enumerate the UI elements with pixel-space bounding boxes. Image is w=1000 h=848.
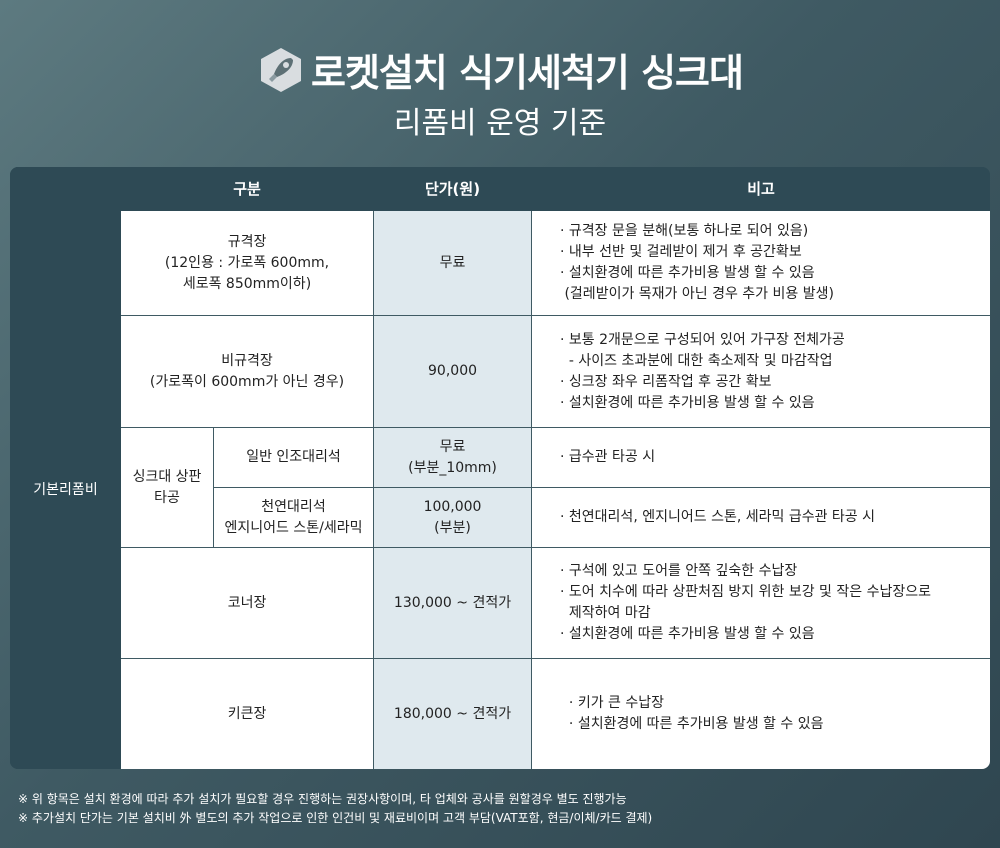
category-cell: 기본리폼비 xyxy=(10,210,121,769)
price-cell: 90,000 xyxy=(373,315,533,428)
table-row: 비규격장 (가로폭이 600mm가 아닌 경우) 90,000 · 보통 2개문… xyxy=(11,315,990,428)
table-row: 싱크대 상판 타공 일반 인조대리석 무료 (부분_10mm) · 급수관 타공… xyxy=(11,427,990,548)
note-line: · 천연대리석, 엔지니어드 스톤, 세라믹 급수관 타공 시 xyxy=(560,509,875,525)
item-cell: 비규격장 (가로폭이 600mm가 아닌 경우) xyxy=(119,315,375,428)
note-line: · 규격장 문을 분해(보통 하나로 되어 있음) xyxy=(560,223,809,239)
note-line: · 설치환경에 따른 추가비용 발생 할 수 있음 xyxy=(560,265,815,281)
page-title: 로켓설치 식기세척기 싱크대 xyxy=(0,42,1000,97)
item-cell: 천연대리석 엔지니어드 스톤/세라믹 xyxy=(212,487,375,548)
pricing-table: 구분 단가(원) 비고 기본리폼비 규격장 (12인용 : 가로폭 600mm,… xyxy=(10,167,990,769)
price-cell: 180,000 ~ 견적가 xyxy=(373,658,533,769)
table-row: 키큰장 180,000 ~ 견적가 · 키가 큰 수납장 · 설치환경에 따른 … xyxy=(11,658,990,769)
notes-cell: · 키가 큰 수납장 · 설치환경에 따른 추가비용 발생 할 수 있음 xyxy=(531,658,990,769)
column-header: 구분 xyxy=(119,167,375,211)
note-line: · 급수관 타공 시 xyxy=(560,449,656,465)
price-cell: 무료 xyxy=(373,210,533,316)
group-cell: 싱크대 상판 타공 xyxy=(120,427,214,548)
item-cell: 키큰장 xyxy=(119,658,375,769)
footnote: ※ 추가설치 단가는 기본 설치비 外 별도의 추가 작업으로 인한 인건비 및… xyxy=(18,811,653,825)
note-line: · 내부 선반 및 걸레받이 제거 후 공간확보 xyxy=(560,244,802,260)
column-header: 비고 xyxy=(531,167,990,211)
note-line: (걸레받이가 목재가 아닌 경우 추가 비용 발생) xyxy=(560,286,834,302)
price-cell: 100,000 (부분) xyxy=(373,487,533,548)
table-row: 천연대리석 엔지니어드 스톤/세라믹 100,000 (부분) · 천연대리석,… xyxy=(11,487,990,548)
item-cell: 규격장 (12인용 : 가로폭 600mm, 세로폭 850mm이하) xyxy=(119,210,375,316)
price-cell: 130,000 ~ 견적가 xyxy=(373,547,533,659)
note-line: · 설치환경에 따른 추가비용 발생 할 수 있음 xyxy=(560,716,824,732)
note-line: · 싱크장 좌우 리폼작업 후 공간 확보 xyxy=(560,373,772,390)
column-header: 단가(원) xyxy=(373,167,533,211)
notes-cell: · 보통 2개문으로 구성되어 있어 가구장 전체가공 - 사이즈 초과분에 대… xyxy=(531,315,990,428)
item-cell: 일반 인조대리석 xyxy=(212,427,375,488)
note-line: - 사이즈 초과분에 대한 축소제작 및 마감작업 xyxy=(560,352,833,369)
footnotes: ※ 위 항목은 설치 환경에 따라 추가 설치가 필요할 경우 진행하는 권장사… xyxy=(18,790,652,828)
note-line: · 도어 치수에 따라 상판처짐 방지 위한 보강 및 작은 수납장으로 xyxy=(560,584,931,600)
footnote: ※ 위 항목은 설치 환경에 따라 추가 설치가 필요할 경우 진행하는 권장사… xyxy=(18,792,627,806)
price-cell: 무료 (부분_10mm) xyxy=(373,427,533,488)
page-subtitle: 리폼비 운영 기준 xyxy=(393,106,607,141)
note-line: · 설치환경에 따른 추가비용 발생 할 수 있음 xyxy=(560,626,815,642)
rocket-icon xyxy=(261,48,301,92)
note-line: · 보통 2개문으로 구성되어 있어 가구장 전체가공 xyxy=(560,331,845,348)
notes-cell: · 규격장 문을 분해(보통 하나로 되어 있음) · 내부 선반 및 걸레받이 … xyxy=(531,210,990,316)
note-line: 제작하여 마감 xyxy=(560,605,651,621)
notes-cell: · 급수관 타공 시 xyxy=(531,427,990,488)
note-line: · 키가 큰 수납장 xyxy=(560,695,664,711)
note-line: · 구석에 있고 도어를 안쪽 깊숙한 수납장 xyxy=(560,563,798,579)
table-row: 기본리폼비 규격장 (12인용 : 가로폭 600mm, 세로폭 850mm이하… xyxy=(10,210,990,769)
table-row: 코너장 130,000 ~ 견적가 · 구석에 있고 도어를 안쪽 깊숙한 수납… xyxy=(11,547,990,659)
note-line: · 설치환경에 따른 추가비용 발생 할 수 있음 xyxy=(560,394,815,411)
table-header-row: 구분 단가(원) 비고 xyxy=(10,167,990,211)
title-text: 로켓설치 식기세척기 싱크대 xyxy=(311,51,744,95)
notes-cell: · 구석에 있고 도어를 안쪽 깊숙한 수납장 · 도어 치수에 따라 상판처짐 … xyxy=(531,547,990,659)
item-cell: 코너장 xyxy=(119,547,375,659)
notes-cell: · 천연대리석, 엔지니어드 스톤, 세라믹 급수관 타공 시 xyxy=(531,487,990,548)
